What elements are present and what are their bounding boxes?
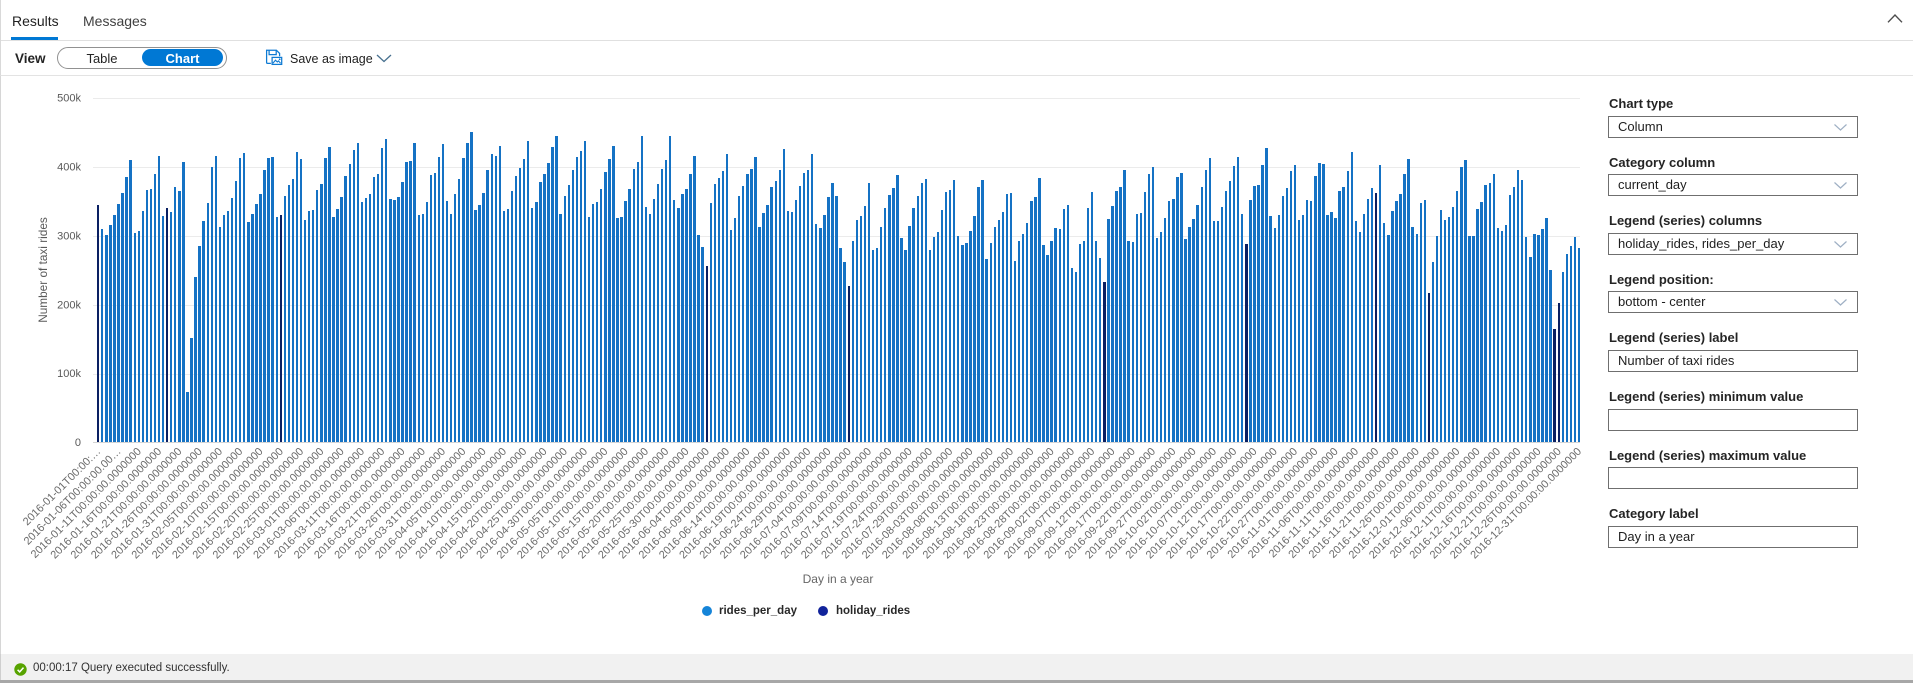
svg-text:500k: 500k (57, 93, 81, 105)
svg-text:200k: 200k (57, 299, 81, 311)
svg-text:0: 0 (75, 437, 81, 449)
svg-text:300k: 300k (57, 230, 81, 242)
svg-text:Number of taxi rides: Number of taxi rides (36, 217, 50, 323)
svg-text:400k: 400k (57, 162, 81, 174)
svg-text:100k: 100k (57, 368, 81, 380)
svg-text:Day in a year: Day in a year (803, 572, 874, 586)
